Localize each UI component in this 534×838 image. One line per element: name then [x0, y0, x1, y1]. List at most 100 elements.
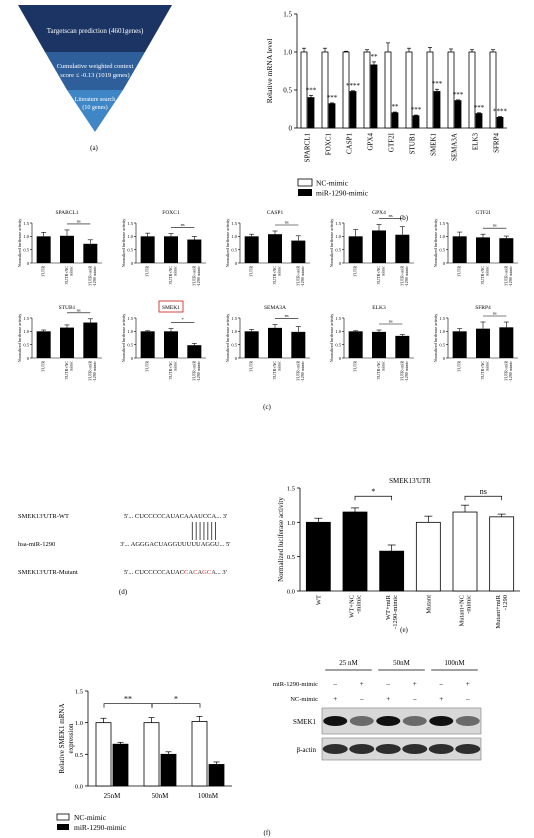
- funnel-level-2: [45, 52, 145, 90]
- c-highlight-box: [158, 300, 184, 313]
- e-y-tick-label: 1.5: [287, 486, 295, 493]
- blot-sign: +: [413, 680, 417, 688]
- c-bar: [164, 236, 178, 263]
- legend-mir-label: miR-1290-mimic: [316, 189, 369, 198]
- c-y-axis-label: Normalized luciferase activity: [17, 219, 22, 267]
- b-x-tick-label: FOXC1: [325, 133, 333, 156]
- legend-f-nc-swatch: [56, 813, 70, 821]
- panel-label-e: (e): [400, 626, 408, 634]
- c-x-tick-label: 3'UTR+miR: [191, 361, 196, 381]
- blot-sign: –: [412, 695, 417, 703]
- c-x-tick-label: 3'UTR+miR: [399, 266, 404, 286]
- c-x-tick-label: 3'UTR: [249, 266, 254, 277]
- e-x-tick-label: WT+NC: [349, 595, 356, 618]
- c-y-tick-label: 1.5: [23, 316, 29, 321]
- blot-band-actin: [402, 744, 428, 754]
- c-x-tick-label: 3'UTR+NC: [168, 266, 173, 285]
- f-x-tick-label: 25nM: [104, 792, 122, 800]
- f-y-tick-label: 0.5: [75, 752, 83, 759]
- b-bar: [342, 51, 350, 129]
- blot-sign: +: [439, 695, 443, 703]
- b-bar: [468, 51, 476, 129]
- panel-label-b: (b): [400, 214, 409, 222]
- c-bar: [187, 239, 202, 263]
- e-bar: [489, 516, 515, 592]
- c-y-axis-label: Normalized luciferase activity: [225, 219, 230, 267]
- c-bar: [291, 331, 306, 358]
- d-sequence: 5'... CUCCCCCAUACCACAGCA... 3': [124, 569, 227, 576]
- f-bar: [143, 722, 160, 787]
- c-significance: ns: [493, 311, 497, 316]
- d-seq-site: AAAUCCA: [184, 513, 216, 520]
- blot-band-smek1: [376, 716, 401, 726]
- c-bar: [348, 236, 363, 263]
- b-x-tick-label: SMEK1: [430, 133, 438, 156]
- e-y-tick-label: 0.5: [287, 554, 295, 561]
- b-x-tick-label: SPARCL1: [304, 133, 312, 163]
- c-bar: [83, 322, 98, 358]
- d-seq-mutated-base: C: [207, 569, 211, 576]
- c-y-tick-label: 1.0: [335, 329, 341, 334]
- blot-sign: +: [386, 695, 390, 703]
- f-sig-bracket: [103, 703, 153, 708]
- c-bar: [476, 328, 490, 358]
- d-row-label: hsa-miR-1290: [18, 541, 55, 548]
- c-x-tick-label: 3'UTR: [41, 361, 46, 372]
- b-significance: ***: [306, 86, 317, 94]
- legend-nc-label: NC-mimic: [316, 179, 349, 188]
- d-seq-mutated-base: C: [193, 569, 197, 576]
- b-x-tick-label: GPX4: [367, 133, 375, 151]
- c-x-tick-label: 3'UTR+miR: [399, 361, 404, 381]
- c-y-axis-label: Normalized luciferase activity: [225, 314, 230, 362]
- e-x-tick-label: WT: [315, 595, 322, 605]
- c-bar: [348, 331, 363, 358]
- d-seq-mutated-base: A: [197, 569, 202, 576]
- c-significance: ns: [493, 223, 497, 228]
- b-x-tick-label: GTF2I: [388, 132, 396, 152]
- legend-f-mir-swatch: [57, 824, 69, 830]
- c-x-tick-label: 3'UTR+NC: [64, 361, 69, 380]
- b-bar: [475, 113, 483, 129]
- blot-concentration: 25 nM: [339, 659, 358, 667]
- c-y-tick-label: 0.5: [231, 342, 237, 347]
- e-x-tick-label: Mutant: [425, 595, 432, 614]
- c-y-tick-label: 1.0: [439, 234, 445, 239]
- c-x-tick-label: 3'UTR+NC: [272, 266, 277, 285]
- c-x-tick-label: 3'UTR+NC: [480, 361, 485, 380]
- b-bar: [370, 64, 378, 129]
- f-y-axis-label-2: expression: [67, 723, 75, 753]
- f-y-axis-label: Relative SMEK1 mRNA: [58, 704, 66, 774]
- f-y-tick-label: 1.0: [75, 720, 83, 727]
- funnel-level-3: [67, 90, 123, 132]
- b-bar: [496, 116, 504, 129]
- c-y-tick-label: 0: [235, 356, 238, 361]
- d-row-label: SMEK13'UTR-WT: [18, 513, 69, 520]
- c-panel-title: SEMA3A: [264, 305, 286, 311]
- blot-row-label: miR-1290-mimic: [273, 681, 318, 688]
- c-y-tick-label: 0: [443, 356, 446, 361]
- c-bar: [395, 335, 410, 358]
- c-x-tick-label: mimic: [173, 361, 178, 371]
- b-significance: ****: [493, 108, 508, 116]
- c-x-tick-label: mimic: [485, 266, 490, 276]
- blot-sign: –: [359, 695, 364, 703]
- blot-concentration: 100nM: [444, 659, 465, 667]
- c-panel-title: SFRP4: [475, 305, 491, 311]
- blot-band-label: β-actin: [297, 746, 317, 754]
- blot-sign: +: [333, 695, 337, 703]
- panel-f-chart: 0.0 0.5 1.0 1.5 Relative SMEK1 mRNA expressio…: [58, 689, 232, 800]
- blot-strip-actin: [321, 737, 482, 761]
- b-x-tick-label: SEMA3A: [451, 133, 459, 161]
- c-y-tick-label: 1.5: [23, 221, 29, 226]
- c-significance: ns: [389, 213, 393, 218]
- c-x-tick-label: mimic: [69, 361, 74, 371]
- b-significance: ***: [453, 91, 464, 99]
- b-bar: [328, 103, 336, 129]
- panel-b-chart: 0 0.5 1.0 1.5 Relative mRNA level *** SPARCL1 *…: [265, 11, 508, 163]
- c-y-axis-label: Normalized luciferase activity: [329, 314, 334, 362]
- c-x-tick-label: mimic: [173, 266, 178, 276]
- d-seq-mutated-base: G: [202, 569, 207, 576]
- legend-f-nc-label: NC-mimic: [74, 813, 107, 822]
- b-y-tick-label: 0.5: [283, 87, 292, 95]
- f-x-tick-label: 100nM: [198, 792, 219, 800]
